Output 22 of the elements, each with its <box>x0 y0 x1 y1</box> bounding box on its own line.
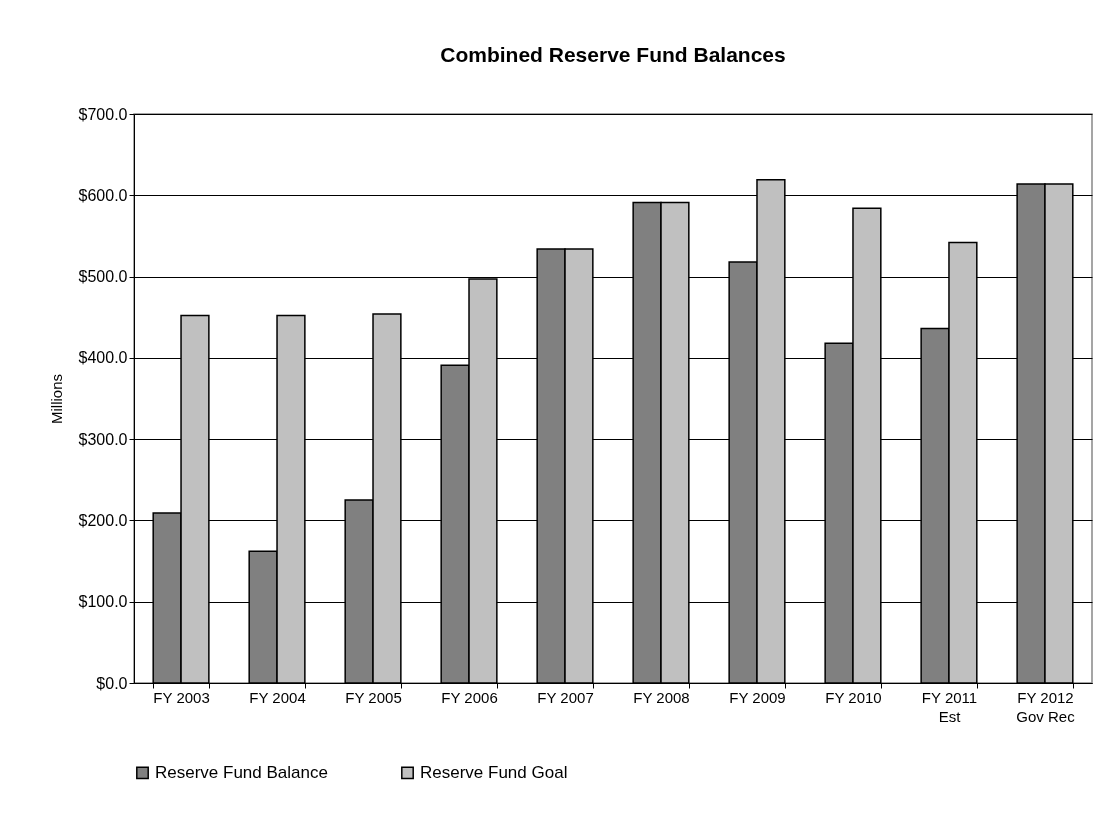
y-tick-label: $100.0 <box>78 593 128 611</box>
y-tick-label: $0.0 <box>96 674 128 692</box>
y-tick-label: $400.0 <box>78 349 128 367</box>
x-tick-label: FY 2005 <box>345 688 402 706</box>
y-tick-label: $600.0 <box>78 186 128 204</box>
legend-label: Reserve Fund Goal <box>420 762 568 782</box>
x-tick-label: FY 2008 <box>633 688 690 706</box>
x-tick-label: FY 2009 <box>729 688 786 706</box>
y-tick-label: $300.0 <box>78 430 128 448</box>
x-tick-label: FY 2004 <box>249 688 306 706</box>
x-tick-label: FY 2010 <box>825 688 882 706</box>
y-tick-label: $200.0 <box>78 511 128 529</box>
y-tick-label: $500.0 <box>78 268 128 286</box>
y-axis-title: Millions <box>47 373 65 425</box>
chart-title: Combined Reserve Fund Balances <box>440 43 786 66</box>
y-tick-label: $700.0 <box>78 105 128 123</box>
x-tick-label: FY 2003 <box>153 688 210 706</box>
x-tick-label: FY 2011 Est <box>921 688 978 725</box>
x-tick-label: FY 2006 <box>441 688 498 706</box>
x-tick-label: FY 2007 <box>537 688 594 706</box>
legend-label: Reserve Fund Balance <box>155 762 328 782</box>
x-tick-label: FY 2012 Gov Rec <box>1016 688 1076 725</box>
